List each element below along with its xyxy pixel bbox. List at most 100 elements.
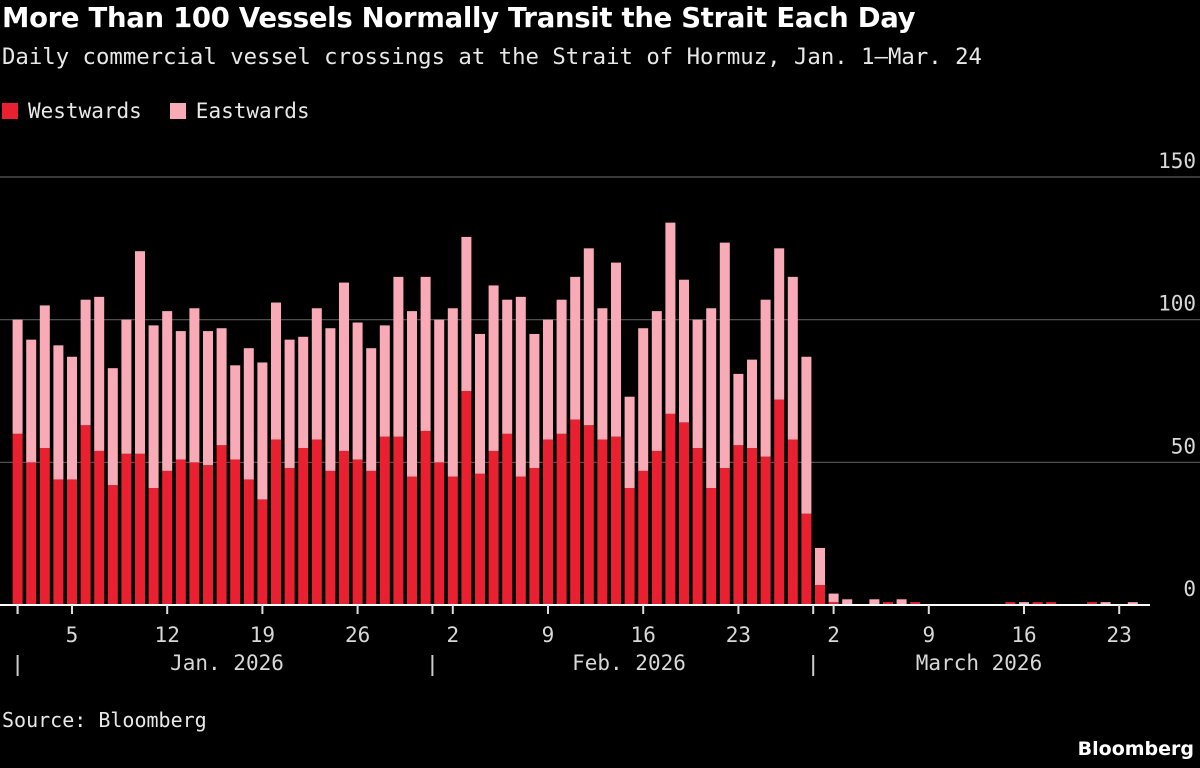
bar-westwards bbox=[39, 448, 50, 605]
bar-eastwards bbox=[189, 308, 200, 463]
bar-westwards bbox=[1087, 602, 1097, 605]
bar-eastwards bbox=[420, 276, 431, 431]
bar-westwards bbox=[692, 448, 703, 605]
bar-westwards bbox=[1032, 602, 1043, 605]
bar-westwards bbox=[447, 476, 458, 605]
bar-eastwards bbox=[515, 296, 526, 477]
bar-eastwards bbox=[366, 348, 377, 471]
bar-eastwards bbox=[175, 331, 186, 460]
bar-eastwards bbox=[1127, 602, 1138, 605]
bar-eastwards bbox=[107, 368, 118, 486]
bar-westwards bbox=[543, 439, 553, 605]
bar-eastwards bbox=[216, 328, 227, 446]
chart-plot: 0 50 100 150 5 12 19 26 2 9 16 23 2 9 16 23 Jan. 2026 Feb… bbox=[0, 149, 1200, 676]
x-tick-label: 26 bbox=[345, 623, 370, 647]
x-tick-label: 9 bbox=[922, 623, 935, 647]
bar-eastwards bbox=[447, 308, 458, 477]
bar-eastwards bbox=[230, 365, 241, 460]
bar-westwards bbox=[298, 448, 309, 605]
bar-eastwards bbox=[135, 251, 145, 454]
bar-westwards bbox=[828, 602, 839, 605]
bar-westwards bbox=[216, 445, 227, 605]
bar-eastwards bbox=[271, 302, 281, 440]
bar-westwards bbox=[815, 585, 825, 605]
x-tick-label: 16 bbox=[631, 623, 656, 647]
legend-item-westwards: Westwards bbox=[2, 99, 142, 123]
bar-westwards bbox=[148, 488, 159, 605]
bar-westwards bbox=[434, 462, 445, 605]
bar-westwards bbox=[271, 439, 281, 605]
bar-eastwards bbox=[787, 276, 798, 440]
bar-westwards bbox=[910, 602, 921, 605]
bar-eastwards bbox=[774, 248, 785, 400]
bar-eastwards bbox=[407, 311, 417, 477]
bar-westwards bbox=[203, 465, 213, 605]
bar-eastwards bbox=[760, 299, 771, 457]
bar-eastwards bbox=[556, 299, 567, 434]
bar-eastwards bbox=[529, 333, 540, 469]
bar-westwards bbox=[94, 450, 105, 605]
bar-westwards bbox=[679, 422, 689, 605]
y-tick-label: 100 bbox=[1158, 292, 1196, 316]
y-tick-label: 150 bbox=[1158, 149, 1196, 173]
bar-eastwards bbox=[148, 325, 159, 489]
bar-westwards bbox=[121, 453, 132, 605]
bar-eastwards bbox=[39, 305, 50, 449]
bar-eastwards bbox=[94, 296, 105, 451]
bar-westwards bbox=[611, 436, 621, 605]
bar-westwards bbox=[257, 499, 268, 605]
bar-eastwards bbox=[121, 319, 132, 454]
bar-eastwards bbox=[597, 308, 608, 440]
bar-westwards bbox=[325, 470, 336, 605]
legend-swatch-westwards bbox=[2, 103, 18, 119]
bar-eastwards bbox=[67, 356, 77, 480]
bar-eastwards bbox=[1100, 602, 1111, 605]
bar-westwards bbox=[638, 470, 649, 605]
month-label: Jan. 2026 bbox=[170, 651, 284, 675]
bar-westwards bbox=[80, 425, 91, 605]
bar-eastwards bbox=[665, 222, 676, 414]
bar-eastwards bbox=[896, 599, 907, 605]
bar-eastwards bbox=[719, 242, 730, 469]
bar-eastwards bbox=[869, 599, 880, 605]
bar-eastwards bbox=[352, 322, 363, 460]
bar-westwards bbox=[162, 470, 173, 605]
bar-eastwards bbox=[475, 333, 485, 474]
bar-westwards bbox=[26, 462, 37, 605]
bar-westwards bbox=[624, 488, 635, 605]
bar-eastwards bbox=[53, 345, 64, 480]
bar-eastwards bbox=[257, 362, 268, 500]
bar-westwards bbox=[665, 413, 676, 605]
legend-label-westwards: Westwards bbox=[28, 99, 142, 123]
bar-westwards bbox=[556, 433, 567, 605]
x-tick-label: 23 bbox=[1107, 623, 1132, 647]
bar-eastwards bbox=[488, 285, 499, 451]
bar-westwards bbox=[352, 459, 363, 605]
legend-item-eastwards: Eastwards bbox=[169, 99, 310, 123]
bar-westwards bbox=[488, 450, 499, 605]
bar-eastwards bbox=[828, 593, 839, 603]
bar-westwards bbox=[597, 439, 608, 605]
y-tick-label: 0 bbox=[1183, 577, 1196, 601]
bar-eastwards bbox=[583, 248, 594, 426]
bar-westwards bbox=[393, 436, 404, 605]
bar-eastwards bbox=[733, 373, 744, 446]
bar-eastwards bbox=[679, 279, 689, 423]
bar-westwards bbox=[12, 433, 23, 605]
bar-westwards bbox=[311, 439, 322, 605]
bar-eastwards bbox=[325, 328, 336, 471]
bar-eastwards bbox=[570, 276, 581, 420]
x-tick-label: 23 bbox=[726, 623, 751, 647]
bar-westwards bbox=[719, 468, 730, 605]
chart-title: More Than 100 Vessels Normally Transit t… bbox=[2, 2, 916, 34]
bar-westwards bbox=[570, 419, 581, 605]
bar-westwards bbox=[1005, 602, 1016, 605]
bar-westwards bbox=[107, 485, 118, 605]
bar-eastwards bbox=[651, 311, 662, 451]
bar-eastwards bbox=[461, 236, 472, 391]
bar-westwards bbox=[339, 450, 349, 605]
x-tick-label: 2 bbox=[446, 623, 459, 647]
bar-westwards bbox=[420, 430, 431, 605]
x-tick-label: 5 bbox=[66, 623, 79, 647]
bar-westwards bbox=[407, 476, 417, 605]
